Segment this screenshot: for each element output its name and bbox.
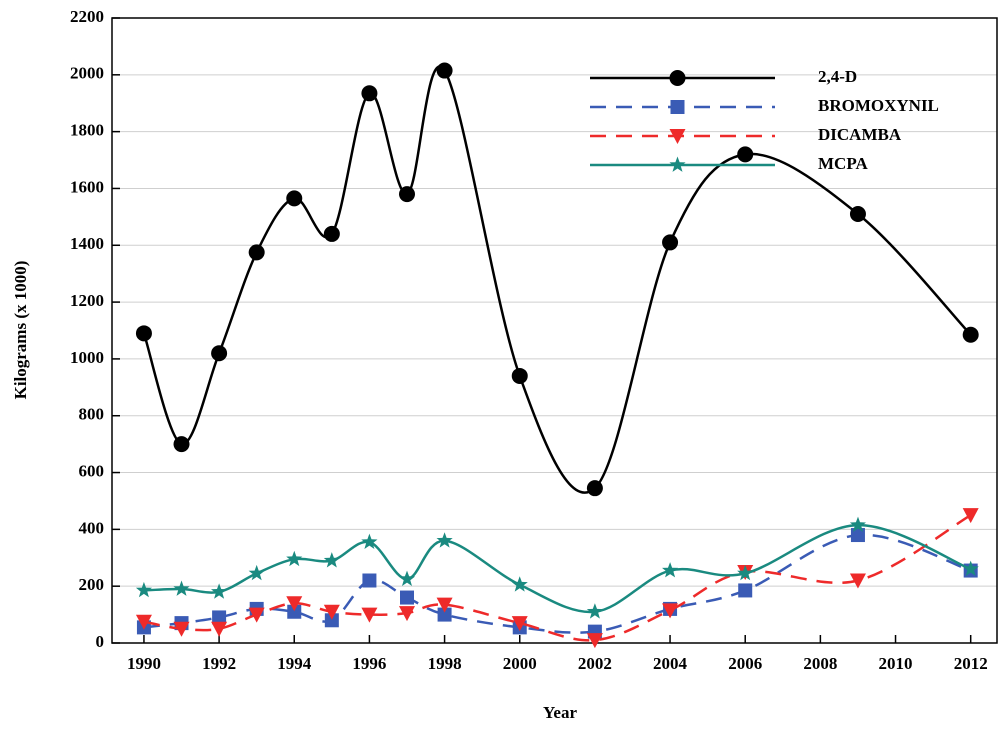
x-tick-label: 2004 [653, 654, 688, 673]
y-axis-label: Kilograms (x 1000) [11, 261, 30, 400]
marker [211, 621, 228, 637]
y-tick-label: 200 [79, 575, 105, 594]
marker [361, 85, 378, 102]
marker [511, 616, 528, 632]
x-tick-label: 2002 [578, 654, 612, 673]
marker [399, 186, 415, 203]
x-tick-label: 2012 [954, 654, 988, 673]
marker [850, 528, 865, 543]
series-line [143, 523, 972, 614]
marker [286, 190, 303, 207]
marker [173, 621, 190, 637]
marker [669, 70, 686, 86]
y-tick-label: 600 [79, 461, 105, 480]
marker [212, 610, 227, 625]
marker [135, 325, 152, 342]
x-tick-label: 1990 [127, 654, 161, 673]
marker [436, 532, 453, 548]
marker [211, 583, 228, 599]
y-tick-label: 1600 [70, 177, 104, 196]
marker [248, 607, 265, 623]
marker [286, 550, 303, 567]
marker [362, 573, 377, 588]
marker [849, 573, 866, 589]
marker [248, 244, 265, 261]
marker [173, 580, 190, 596]
marker [211, 345, 228, 362]
plot-frame [111, 17, 998, 644]
y-tick-label: 1800 [70, 121, 104, 140]
marker [669, 129, 686, 144]
marker [669, 156, 686, 172]
marker [670, 100, 685, 114]
legend-label: BROMOXYNIL [818, 96, 939, 115]
marker [361, 607, 378, 623]
marker [662, 562, 679, 578]
marker [436, 597, 453, 613]
marker [511, 367, 528, 384]
marker [738, 583, 753, 598]
series-line [143, 514, 972, 642]
marker [586, 480, 603, 497]
marker [437, 607, 452, 622]
marker [662, 234, 679, 251]
x-axis-label: Year [543, 703, 577, 722]
y-tick-label: 1400 [70, 234, 104, 253]
marker [135, 581, 152, 598]
series-line [142, 65, 972, 494]
marker [511, 576, 528, 592]
legend-label: 2,4-D [818, 67, 857, 86]
x-tick-label: 1998 [428, 654, 462, 673]
marker [586, 603, 603, 619]
x-tick-label: 1994 [277, 654, 312, 673]
legend-label: DICAMBA [818, 125, 902, 144]
x-tick-label: 2010 [879, 654, 913, 673]
y-tick-label: 2000 [70, 64, 104, 83]
legend-label: MCPA [818, 154, 868, 173]
marker [586, 633, 603, 649]
marker [737, 146, 754, 163]
y-tick-label: 800 [79, 405, 105, 424]
marker [286, 596, 303, 612]
x-tick-label: 2006 [728, 654, 762, 673]
x-tick-label: 1996 [352, 654, 386, 673]
marker [323, 552, 340, 568]
marker [962, 508, 979, 524]
x-tick-label: 1992 [202, 654, 236, 673]
x-tick-label: 2000 [503, 654, 537, 673]
marker [135, 614, 152, 630]
y-tick-label: 2200 [70, 7, 104, 26]
marker [436, 62, 453, 79]
marker [398, 570, 416, 586]
marker [849, 206, 866, 223]
marker [324, 613, 339, 628]
marker [962, 326, 979, 343]
y-tick-label: 1000 [70, 348, 104, 367]
y-tick-label: 1200 [70, 291, 104, 310]
x-tick-label: 2008 [803, 654, 837, 673]
marker [323, 225, 340, 242]
marker [248, 564, 265, 581]
series-line [143, 533, 972, 634]
marker [361, 533, 378, 549]
y-tick-label: 400 [79, 518, 105, 537]
marker [400, 590, 414, 605]
marker [173, 436, 190, 453]
marker [737, 564, 754, 581]
marker [323, 604, 340, 620]
marker [849, 516, 866, 532]
marker [962, 560, 979, 576]
y-tick-label: 0 [96, 632, 105, 651]
marker [662, 603, 679, 619]
marker [399, 606, 415, 622]
marker [287, 604, 302, 619]
